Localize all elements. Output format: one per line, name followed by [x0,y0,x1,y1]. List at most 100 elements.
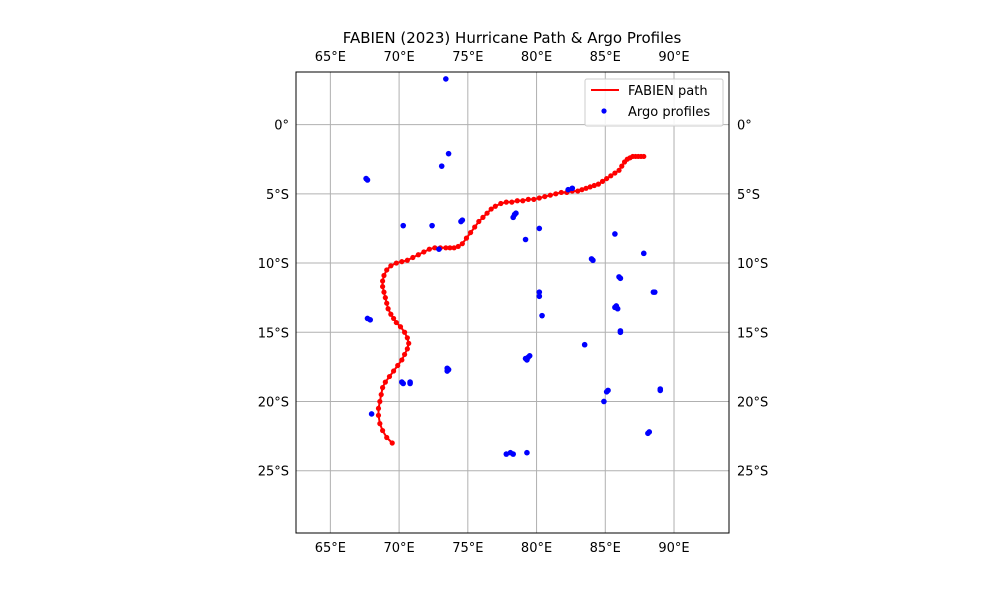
fabien-path-point [463,235,470,241]
fabien-path-point [553,191,559,197]
fabien-path-point [389,440,395,446]
fabien-path-point [386,373,393,380]
argo-profile-point [657,386,664,392]
fabien-path-point [384,267,390,273]
argo-profile-point [458,218,464,225]
argo-profile-point [651,289,658,295]
fabien-path-point [599,178,606,184]
argo-profile-point [513,210,519,217]
argo-profile-point [444,368,451,374]
y-tick-label-right: 0° [737,119,752,134]
fabien-path-point [616,167,622,173]
fabien-path-point [377,398,383,405]
y-tick-label-right: 15°S [737,326,768,341]
argo-profile-point [536,293,543,300]
fabien-path-point [415,252,421,258]
fabien-path-point [401,351,408,358]
fabien-path-point [388,263,394,269]
x-tick-label-bottom: 90°E [658,541,689,556]
plot-frame [295,71,730,534]
fabien-path-point [547,192,553,198]
fabien-path-point [390,315,397,322]
argo-profile-point [438,163,445,169]
argo-profile-point [603,388,610,395]
argo-profile-point [601,398,607,405]
chart-title: FABIEN (2023) Hurricane Path & Argo Prof… [343,29,682,47]
fabien-path-point [432,245,438,251]
fabien-path-point [375,412,382,418]
fabien-path-point [525,196,531,202]
fabien-path-point [472,224,478,230]
legend-frame [584,78,724,127]
argo-profile-point [510,451,516,457]
x-tick-label-top: 90°E [658,50,689,65]
fabien-path-point [378,391,384,398]
fabien-path-point [404,257,410,263]
x-tick-label-top: 70°E [383,50,414,65]
x-tick-label-top: 85°E [590,50,621,65]
x-tick-label-top: 75°E [452,50,483,65]
argo-profile-point [646,429,653,435]
argo-profile-point [429,222,435,229]
fabien-path-point [385,306,391,312]
argo-profile-point [522,236,529,243]
fabien-path-point [382,295,388,301]
fabien-path-point [558,189,564,196]
y-tick-label-right: 20°S [737,395,768,410]
y-tick-label-right: 5°S [737,188,760,203]
fabien-path-point [421,249,427,255]
fabien-path-point [542,193,548,200]
fabien-path-point [488,206,494,212]
fabien-path-point [451,245,457,251]
fabien-path-point [498,200,504,207]
fabien-path-point [531,196,537,202]
argo-layer [363,76,664,457]
fabien-path-point [381,289,387,295]
fabien-path-point [587,184,593,190]
fabien-path-point [393,260,399,266]
fabien-path-point [426,246,432,252]
fabien-path-point [575,188,581,194]
y-tick-label-right: 25°S [737,465,768,480]
fabien-path-point [399,259,405,265]
fabien-path-point [509,199,515,205]
fabien-path-point [380,278,386,284]
x-tick-label-bottom: 80°E [521,541,552,556]
argo-profile-point [526,352,533,359]
argo-profile-point [581,341,588,348]
fabien-path-point [390,368,397,374]
fabien-path-point [401,329,408,335]
fabien-path-point [395,362,401,369]
y-tick-label-left: 20°S [258,395,289,410]
argo-profile-point [617,329,624,336]
fabien-path-point [384,300,390,306]
argo-profile-point [522,355,529,362]
fabien-path-point [595,181,602,187]
fabien-path-point [380,385,386,391]
fabien-path-point [621,159,628,165]
fabien-path-point [397,324,404,330]
legend-argo-label: Argo profiles [628,105,710,120]
fabien-path-point [476,218,482,225]
fabien-path-point [579,187,585,193]
argo-profile-point [400,380,407,387]
fabien-path-point [536,195,542,201]
argo-profile-point [617,275,624,282]
legend-path-label: FABIEN path [628,84,708,99]
y-tick-label-left: 15°S [258,326,289,341]
fabien-path-point [514,198,520,204]
fabien-path-point [467,229,474,236]
argo-profile-point [614,305,621,312]
fabien-path-point [447,245,453,251]
y-tick-label-left: 10°S [258,257,289,272]
fabien-path-point [388,311,394,317]
fabien-path-point [377,421,383,427]
y-tick-label-left: 0° [274,119,289,134]
argo-profile-point [436,246,442,253]
fabien-path-point [619,163,625,169]
x-tick-label-top: 80°E [521,50,552,65]
fabien-path-point [393,319,399,326]
fabien-path-point [612,170,618,176]
fabien-path-point [608,173,614,179]
